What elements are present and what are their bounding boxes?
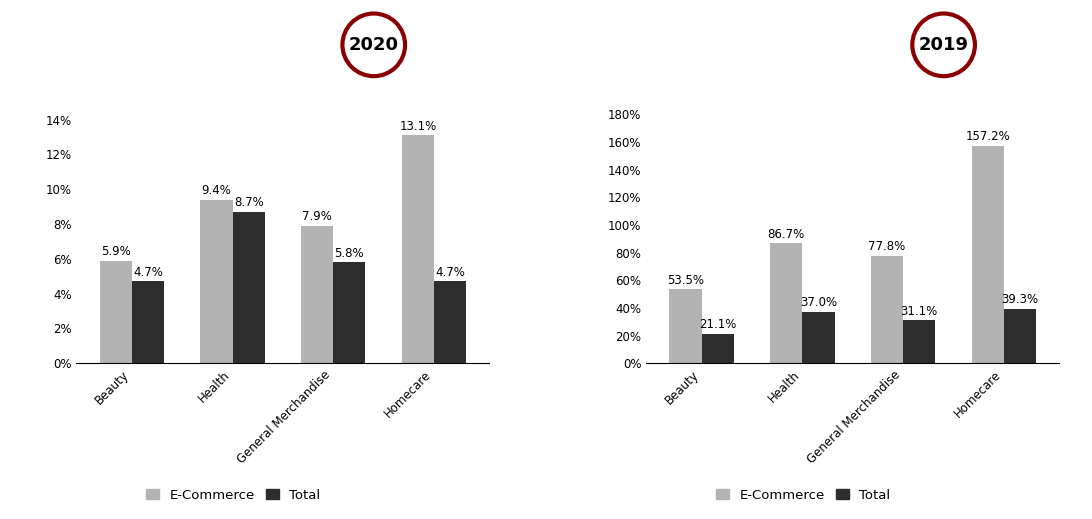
Bar <box>803 312 834 363</box>
Text: 21.1%: 21.1% <box>699 318 736 332</box>
Text: 5.9%: 5.9% <box>100 245 131 258</box>
Text: 5.8%: 5.8% <box>334 247 365 260</box>
Bar <box>301 226 333 363</box>
Legend: E-Commerce, Total: E-Commerce, Total <box>711 483 895 507</box>
Legend: E-Commerce, Total: E-Commerce, Total <box>141 483 325 507</box>
Text: 2020: 2020 <box>348 36 399 54</box>
Text: 39.3%: 39.3% <box>1001 293 1038 306</box>
Text: 2019: 2019 <box>918 36 969 54</box>
Text: 4.7%: 4.7% <box>133 266 163 279</box>
Bar <box>903 320 936 363</box>
Bar <box>871 256 903 363</box>
Text: 37.0%: 37.0% <box>800 296 838 309</box>
Text: 53.5%: 53.5% <box>667 274 704 286</box>
Bar <box>770 243 803 363</box>
Bar <box>702 334 734 363</box>
Text: 8.7%: 8.7% <box>234 196 263 209</box>
Text: 9.4%: 9.4% <box>202 184 232 197</box>
Bar <box>434 281 466 363</box>
Bar <box>233 212 264 363</box>
Text: 4.7%: 4.7% <box>436 266 465 279</box>
Bar <box>99 261 132 363</box>
Text: 77.8%: 77.8% <box>868 240 905 253</box>
Bar <box>402 135 434 363</box>
Bar <box>1004 309 1036 363</box>
Bar <box>972 146 1004 363</box>
Text: 86.7%: 86.7% <box>768 228 805 241</box>
Text: 7.9%: 7.9% <box>302 210 332 223</box>
Text: 157.2%: 157.2% <box>965 130 1010 143</box>
Bar <box>333 262 366 363</box>
Bar <box>669 289 702 363</box>
Text: 13.1%: 13.1% <box>400 119 437 132</box>
Bar <box>200 200 233 363</box>
Text: 31.1%: 31.1% <box>901 305 938 318</box>
Bar <box>132 281 164 363</box>
